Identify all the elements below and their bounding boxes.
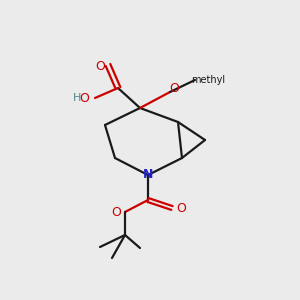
Text: O: O	[111, 206, 121, 220]
Text: N: N	[143, 169, 153, 182]
Text: O: O	[169, 82, 179, 95]
Text: O: O	[79, 92, 89, 104]
Text: O: O	[176, 202, 186, 214]
Text: O: O	[95, 61, 105, 74]
Text: methyl: methyl	[191, 75, 225, 85]
Text: H: H	[73, 93, 81, 103]
